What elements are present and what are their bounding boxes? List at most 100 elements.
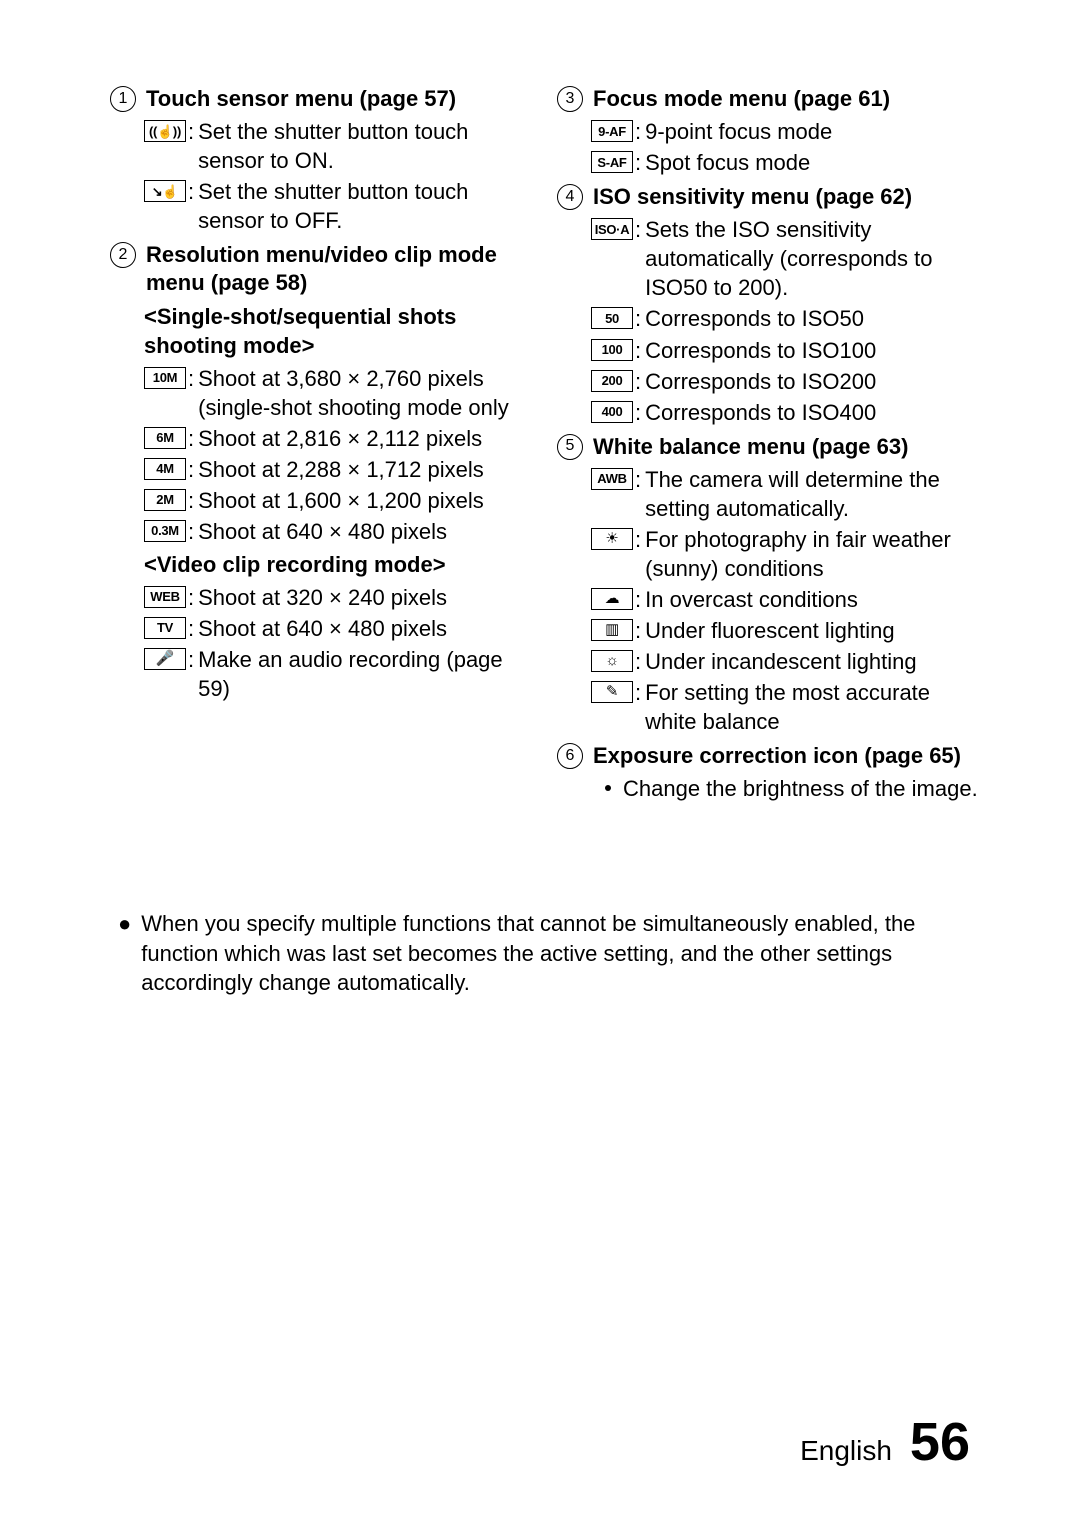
res-10m-icon: 10M xyxy=(144,367,186,389)
item-description: Make an audio recording (page 59) xyxy=(198,645,533,703)
bullet-icon: ● xyxy=(118,909,131,938)
menu-item: 6M:Shoot at 2,816 × 2,112 pixels xyxy=(144,424,533,453)
menu-item: 4M:Shoot at 2,288 × 1,712 pixels xyxy=(144,455,533,484)
section-number-icon: 1 xyxy=(110,86,136,112)
separator: : xyxy=(188,117,194,146)
item-description: Shoot at 2,288 × 1,712 pixels xyxy=(198,455,533,484)
menu-item: 9-AF:9-point focus mode xyxy=(591,117,980,146)
wb-manual-icon: ✎ xyxy=(591,681,633,703)
separator: : xyxy=(635,647,641,676)
menu-item: 100:Corresponds to ISO100 xyxy=(591,336,980,365)
item-description: Shoot at 2,816 × 2,112 pixels xyxy=(198,424,533,453)
separator: : xyxy=(188,455,194,484)
footnote-text: When you specify multiple functions that… xyxy=(141,909,980,997)
menu-section: 6Exposure correction icon (page 65) Chang… xyxy=(557,742,980,803)
menu-item: Change the brightness of the image. xyxy=(591,774,980,803)
menu-item: ▥:Under fluorescent lighting xyxy=(591,616,980,645)
separator: : xyxy=(635,367,641,396)
video-tv-icon: TV xyxy=(144,617,186,639)
separator: : xyxy=(188,177,194,206)
iso-200-icon: 200 xyxy=(591,370,633,392)
item-description: For photography in fair weather (sunny) … xyxy=(645,525,980,583)
menu-section: 3 Focus mode menu (page 61) 9-AF:9-point f… xyxy=(557,85,980,177)
separator: : xyxy=(188,424,194,453)
section-heading: 2 Resolution menu/video clip mode menu (p… xyxy=(110,241,533,297)
manual-page: 1Touch sensor menu (page 57)((☝)):Set th… xyxy=(0,0,1080,1521)
wb-sunny-icon: ☀ xyxy=(591,528,633,550)
focus-spot-icon: S-AF xyxy=(591,151,633,173)
content-columns: 1Touch sensor menu (page 57)((☝)):Set th… xyxy=(110,85,980,809)
item-description: Shoot at 3,680 × 2,760 pixels (single-sh… xyxy=(198,364,533,422)
section-title: Focus mode menu (page 61) xyxy=(593,85,890,113)
separator: : xyxy=(635,117,641,146)
item-description: For setting the most accurate white bala… xyxy=(645,678,980,736)
menu-item: S-AF:Spot focus mode xyxy=(591,148,980,177)
menu-item: 🎤:Make an audio recording (page 59) xyxy=(144,645,533,703)
section-title: Resolution menu/video clip mode menu (pa… xyxy=(146,241,533,297)
section-title: Touch sensor menu (page 57) xyxy=(146,85,456,113)
wb-fluorescent-icon: ▥ xyxy=(591,619,633,641)
item-description: Set the shutter button touch sensor to O… xyxy=(198,117,533,175)
separator: : xyxy=(188,614,194,643)
menu-section: 4ISO sensitivity menu (page 62)ISO·A:Set… xyxy=(557,183,980,426)
menu-item: ☼:Under incandescent lighting xyxy=(591,647,980,676)
section-heading: 5White balance menu (page 63) xyxy=(557,433,980,461)
menu-item: 200:Corresponds to ISO200 xyxy=(591,367,980,396)
page-number: 56 xyxy=(910,1411,970,1473)
section-title: White balance menu (page 63) xyxy=(593,433,908,461)
item-description: Spot focus mode xyxy=(645,148,980,177)
wb-incandescent-icon: ☼ xyxy=(591,650,633,672)
right-column: 3Focus mode menu (page 61)9-AF:9-point f… xyxy=(557,85,980,809)
wb-cloudy-icon: ☁ xyxy=(591,588,633,610)
audio-rec-icon: 🎤 xyxy=(144,648,186,670)
section-heading: 3 Focus mode menu (page 61) xyxy=(557,85,980,113)
item-list: Change the brightness of the image. xyxy=(591,774,980,803)
iso-auto-icon: ISO·A xyxy=(591,218,633,240)
section-heading: 6Exposure correction icon (page 65) xyxy=(557,742,980,770)
menu-item: 2M:Shoot at 1,600 × 1,200 pixels xyxy=(144,486,533,515)
item-list: AWB:The camera will determine the settin… xyxy=(591,465,980,736)
language-label: English xyxy=(800,1435,892,1467)
menu-item: WEB:Shoot at 320 × 240 pixels xyxy=(144,583,533,612)
menu-item: TV:Shoot at 640 × 480 pixels xyxy=(144,614,533,643)
menu-item: ✎:For setting the most accurate white ba… xyxy=(591,678,980,736)
item-description: Set the shutter button touch sensor to O… xyxy=(198,177,533,235)
section-number-icon: 4 xyxy=(557,184,583,210)
item-description: 9-point focus mode xyxy=(645,117,980,146)
touch-off-icon: ↘☝ xyxy=(144,180,186,202)
res-2m-icon: 2M xyxy=(144,489,186,511)
item-description: Under fluorescent lighting xyxy=(645,616,980,645)
item-description: Sets the ISO sensitivity automatically (… xyxy=(645,215,980,302)
menu-item: ISO·A:Sets the ISO sensitivity automatic… xyxy=(591,215,980,302)
section-title: ISO sensitivity menu (page 62) xyxy=(593,183,912,211)
res-4m-icon: 4M xyxy=(144,458,186,480)
separator: : xyxy=(188,486,194,515)
section-number-icon: 3 xyxy=(557,86,583,112)
menu-section: 1Touch sensor menu (page 57)((☝)):Set th… xyxy=(110,85,533,235)
iso-100-icon: 100 xyxy=(591,339,633,361)
res-6m-icon: 6M xyxy=(144,427,186,449)
separator: : xyxy=(635,148,641,177)
section-number-icon: 2 xyxy=(110,242,136,268)
menu-item: ☁:In overcast conditions xyxy=(591,585,980,614)
item-description: Under incandescent lighting xyxy=(645,647,980,676)
res-0_3m-icon: 0.3M xyxy=(144,520,186,542)
separator: : xyxy=(635,215,641,244)
item-description: Shoot at 640 × 480 pixels xyxy=(198,614,533,643)
separator: : xyxy=(635,304,641,333)
left-column: 1Touch sensor menu (page 57)((☝)):Set th… xyxy=(110,85,533,809)
separator: : xyxy=(635,465,641,494)
item-list: 10M:Shoot at 3,680 × 2,760 pixels (singl… xyxy=(144,364,533,546)
subheading: <Video clip recording mode> xyxy=(144,550,533,579)
item-list: 9-AF:9-point focus modeS-AF:Spot focus m… xyxy=(591,117,980,177)
focus-9pt-icon: 9-AF xyxy=(591,120,633,142)
separator: : xyxy=(188,645,194,674)
touch-on-icon: ((☝)) xyxy=(144,120,186,142)
menu-item: 50:Corresponds to ISO50 xyxy=(591,304,980,333)
item-list: ((☝)):Set the shutter button touch senso… xyxy=(144,117,533,235)
menu-item: ☀:For photography in fair weather (sunny… xyxy=(591,525,980,583)
bullet-icon xyxy=(605,785,611,791)
section-heading: 4 ISO sensitivity menu (page 62) xyxy=(557,183,980,211)
video-web-icon: WEB xyxy=(144,586,186,608)
item-description: Shoot at 1,600 × 1,200 pixels xyxy=(198,486,533,515)
